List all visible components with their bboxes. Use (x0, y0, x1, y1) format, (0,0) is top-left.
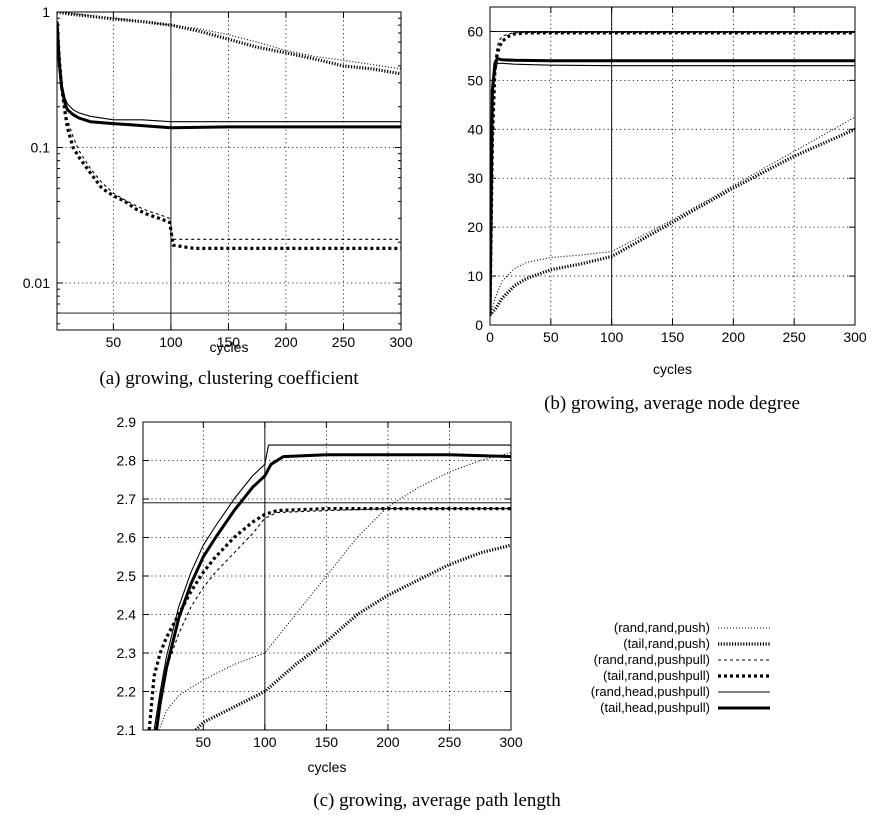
x-tick-label: 200 (722, 329, 746, 345)
series-line (57, 21, 401, 123)
series-group (147, 444, 511, 730)
y-tick-label: 0.1 (31, 140, 51, 156)
x-tick-label: 300 (499, 734, 523, 750)
x-tick-label: 250 (332, 334, 356, 350)
legend-label: (tail,head,pushpull) (600, 700, 710, 715)
x-tick-label: 150 (315, 734, 339, 750)
plot-frame (56, 11, 402, 331)
x-axis-label: cycles (308, 759, 347, 775)
series-group (57, 12, 401, 250)
x-tick-label: 250 (782, 329, 806, 345)
y-tick-label: 2.3 (117, 645, 137, 661)
series-line (57, 12, 401, 76)
series-line (57, 12, 401, 70)
y-tick-label: 40 (467, 121, 483, 137)
plot-frame (489, 6, 856, 326)
legend-item: (rand,rand,pushpull) (594, 652, 770, 667)
y-tick-label: 0 (475, 317, 483, 333)
legend-item: (rand,rand,push) (614, 620, 770, 635)
x-tick-label: 100 (159, 334, 183, 350)
legend: (rand,rand,push)(tail,rand,push)(rand,ra… (591, 620, 770, 715)
grid (490, 7, 855, 325)
series-line (490, 62, 855, 316)
series-group (490, 31, 855, 317)
grid (57, 12, 401, 330)
legend-label: (rand,rand,pushpull) (594, 652, 710, 667)
panel-caption: (a) growing, clustering coefficient (99, 368, 359, 389)
x-axis-label: cycles (210, 339, 249, 355)
y-tick-label: 2.8 (117, 453, 137, 469)
panel-caption: (c) growing, average path length (313, 790, 561, 811)
series-line (57, 21, 401, 240)
x-tick-label: 100 (253, 734, 277, 750)
legend-label: (rand,rand,push) (614, 620, 710, 635)
y-tick-label: 2.5 (117, 568, 137, 584)
grid (143, 422, 511, 730)
series-line (154, 508, 511, 730)
series-line (57, 21, 401, 130)
panel-b-average-node-degree: 0 50 100 150 200 250 300 0 10 20 30 40 50 60 cycles (b)… (467, 6, 867, 414)
x-tick-label: 0 (486, 329, 494, 345)
series-line (490, 56, 855, 316)
y-tick-label: 2.6 (117, 530, 137, 546)
x-tick-label: 250 (438, 734, 462, 750)
y-tick-label: 0.01 (23, 275, 50, 291)
y-tick-label: 10 (467, 268, 483, 284)
y-tick-label: 2.9 (117, 414, 137, 430)
series-line (147, 507, 511, 730)
y-tick-label: 50 (467, 72, 483, 88)
x-tick-label: 50 (543, 329, 559, 345)
x-tick-label: 200 (376, 734, 400, 750)
y-tick-label: 2.7 (117, 491, 137, 507)
y-tick-label: 2.1 (117, 722, 137, 738)
series-line (153, 444, 511, 730)
legend-item: (tail,rand,push) (623, 636, 770, 651)
y-tick-label: 2.2 (117, 684, 137, 700)
legend-item: (tail,head,pushpull) (600, 700, 770, 715)
x-tick-label: 150 (661, 329, 685, 345)
x-tick-label: 100 (600, 329, 624, 345)
x-tick-label: 300 (843, 329, 867, 345)
legend-label: (tail,rand,push) (623, 636, 710, 651)
series-line (490, 116, 855, 316)
y-tick-label: 20 (467, 219, 483, 235)
x-tick-label: 300 (389, 334, 413, 350)
panel-a-clustering-coefficient: 50 100 150 200 250 300 0.01 0.1 1 cycles (a) growi… (23, 4, 413, 389)
x-tick-label: 50 (106, 334, 122, 350)
y-tick-label: 30 (467, 170, 483, 186)
x-tick-label: 200 (274, 334, 298, 350)
panel-c-average-path-length: 50 100 150 200 250 300 2.1 2.2 2.3 2.4 2.5 2.6 2.7 2.… (117, 414, 562, 811)
series-line (158, 452, 511, 730)
series-line (155, 453, 511, 730)
y-tick-label: 2.4 (117, 607, 137, 623)
series-line (194, 543, 511, 730)
x-tick-label: 150 (217, 334, 241, 350)
y-tick-label: 60 (467, 23, 483, 39)
legend-item: (tail,rand,pushpull) (603, 668, 770, 683)
legend-label: (rand,head,pushpull) (591, 684, 710, 699)
legend-label: (tail,rand,pushpull) (603, 668, 710, 683)
series-line (57, 21, 401, 250)
x-axis-label: cycles (653, 361, 692, 377)
y-tick-label: 1 (42, 4, 50, 20)
panel-caption: (b) growing, average node degree (544, 393, 800, 414)
x-tick-label: 50 (196, 734, 212, 750)
series-line (490, 127, 855, 317)
legend-item: (rand,head,pushpull) (591, 684, 770, 699)
series-line (490, 31, 855, 316)
